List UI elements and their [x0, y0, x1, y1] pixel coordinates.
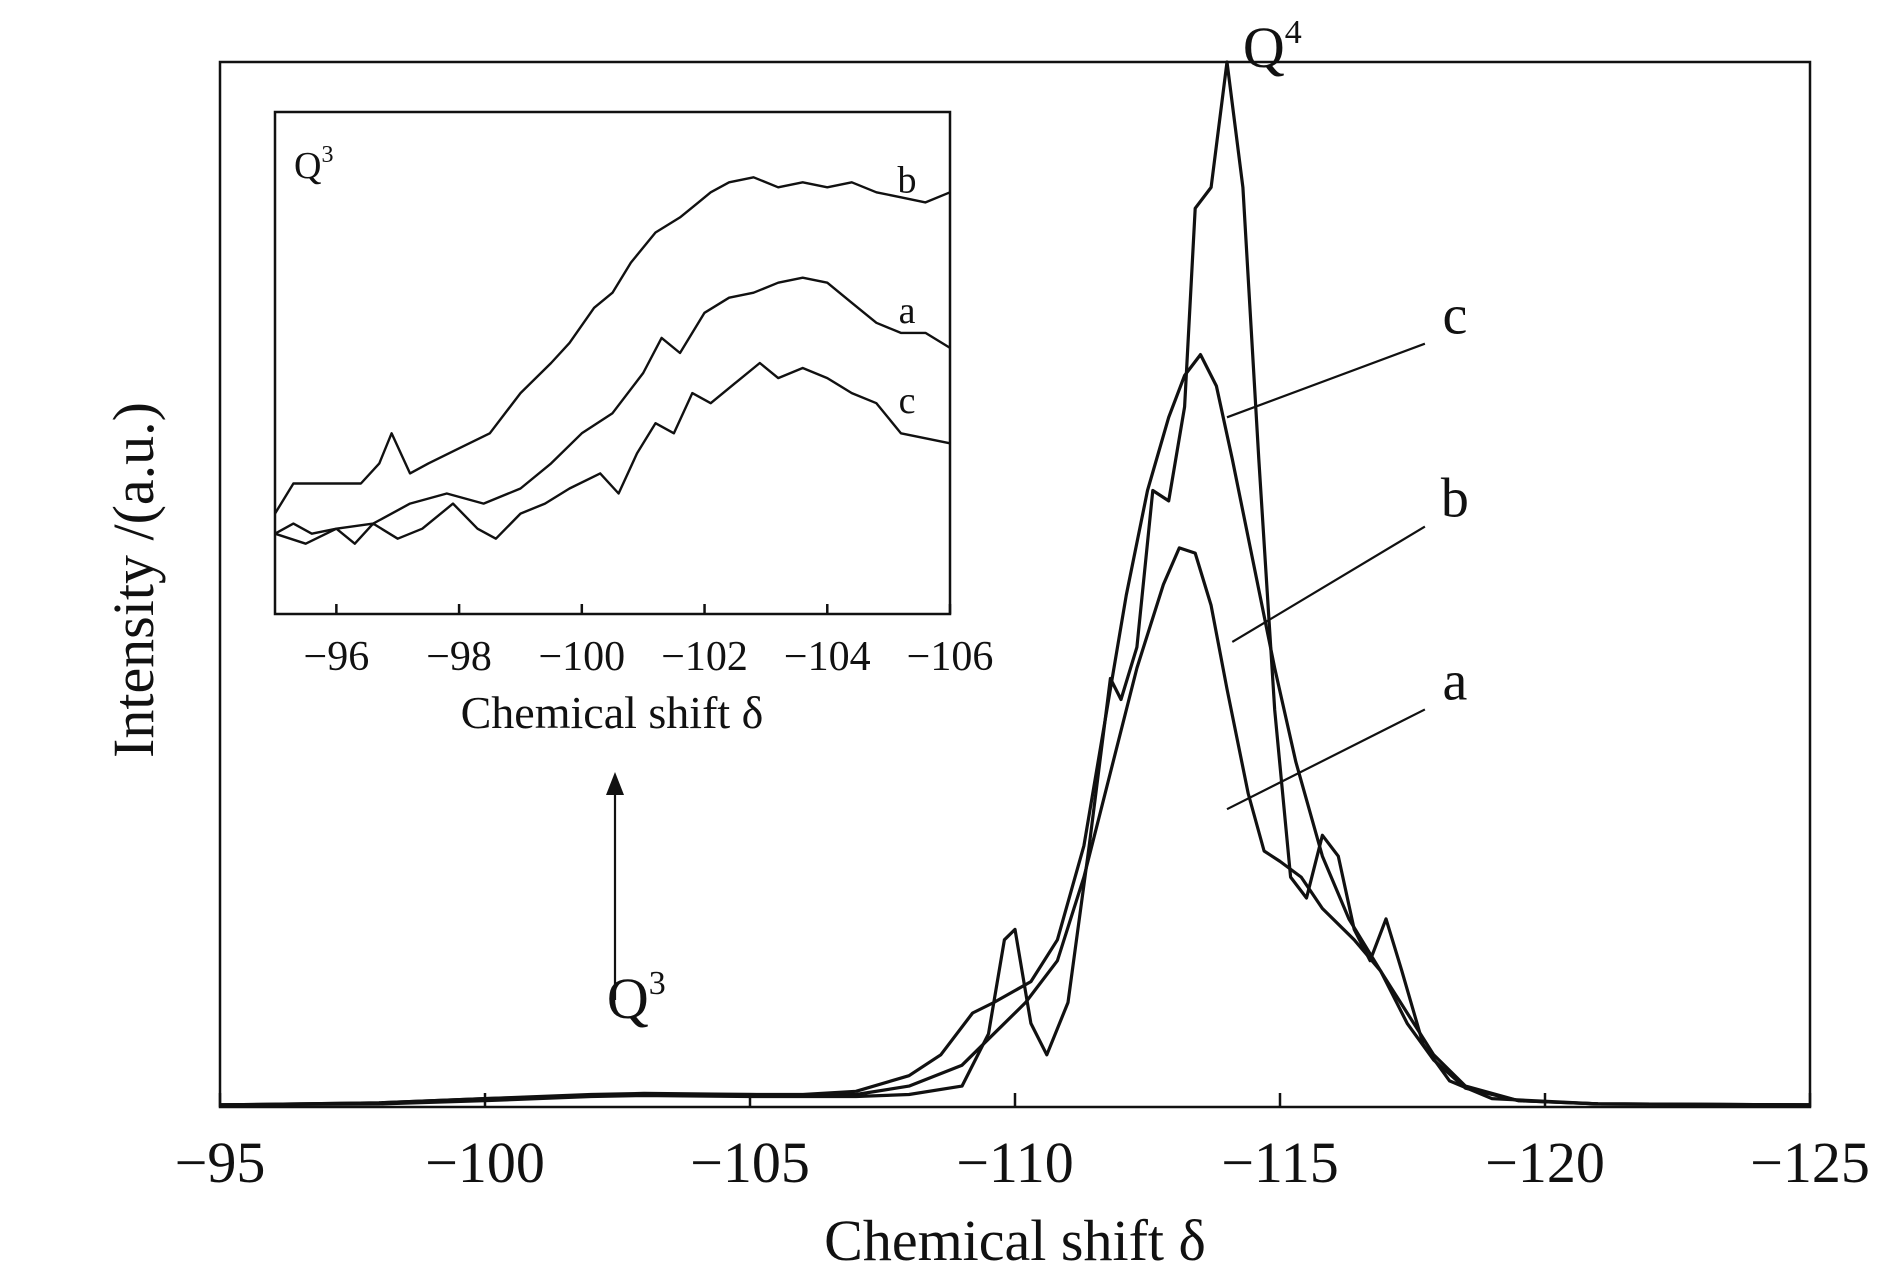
q3-annotation: Q3: [607, 965, 666, 1031]
inset-curve-c: [274, 361, 951, 545]
inset-curve-a: [274, 276, 951, 545]
inset-plot-frame: [273, 110, 952, 616]
q3-superscript: 3: [649, 965, 666, 1002]
main-leader-b: [1231, 525, 1426, 643]
inset-x-tick-label: −98: [426, 634, 492, 680]
main-series-label-c: c: [1442, 285, 1467, 347]
main-curves: [219, 60, 1811, 1107]
inset-x-axis-title: Chemical shift δ: [461, 687, 764, 738]
main-series-label-b: b: [1441, 468, 1469, 530]
q4-letter: Q: [1243, 15, 1285, 80]
inset-x-ticks: −96 −98 −100 −102 −104 −106: [304, 604, 994, 680]
inset-series-label-c: c: [899, 380, 916, 422]
main-x-tick-label: −120: [1485, 1130, 1605, 1195]
inset-series-label-a: a: [899, 290, 916, 332]
main-x-tick-label: −100: [425, 1130, 545, 1195]
inset-x-tick-label: −104: [784, 634, 871, 680]
inset-x-tick-label: −100: [538, 634, 625, 680]
main-y-axis-title: Intensity /(a.u.): [101, 402, 166, 758]
inset-x-tick-label: −106: [907, 634, 994, 680]
main-leader-a: [1226, 708, 1426, 811]
main-curve-b: [219, 353, 1811, 1107]
main-curve-c: [219, 60, 1811, 1107]
main-x-tick-label: −115: [1221, 1130, 1339, 1195]
main-series-label-a: a: [1442, 650, 1467, 712]
main-series-labels: a b c: [1226, 285, 1469, 811]
inset-curves: [273, 176, 951, 545]
inset-series-label-b: b: [898, 159, 917, 201]
main-leader-c: [1226, 342, 1426, 419]
q3-arrow-head: [606, 772, 624, 795]
inset-q3-letter: Q: [294, 145, 321, 187]
q4-annotation: Q4: [1243, 14, 1302, 80]
q4-superscript: 4: [1285, 14, 1302, 51]
inset-q3-label: Q3: [294, 142, 333, 187]
main-x-axis-title: Chemical shift δ: [824, 1208, 1206, 1273]
inset-x-tick-label: −102: [661, 634, 748, 680]
main-x-tick-label: −125: [1750, 1130, 1870, 1195]
main-x-tick-label: −105: [690, 1130, 810, 1195]
q3-letter: Q: [607, 966, 649, 1031]
inset-curve-b: [273, 176, 951, 515]
main-x-tick-label: −95: [175, 1130, 266, 1195]
main-x-ticks: −95 −100 −105 −110 −115 −120 −125: [175, 1093, 1870, 1195]
inset-q3-superscript: 3: [321, 142, 333, 168]
main-x-tick-label: −110: [956, 1130, 1074, 1195]
inset-series-labels: b a c: [898, 159, 917, 422]
inset-x-tick-label: −96: [304, 634, 370, 680]
